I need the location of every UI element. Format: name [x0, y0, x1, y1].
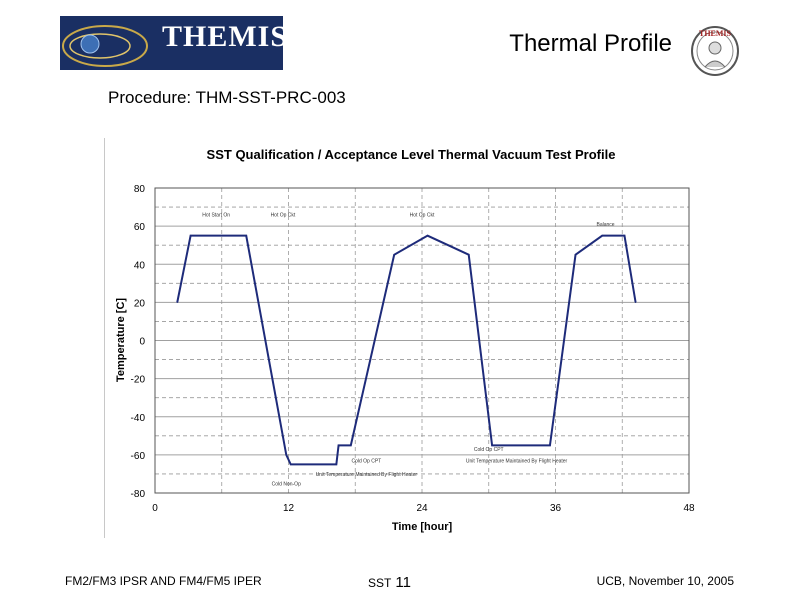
- data-point: [635, 301, 637, 303]
- y-tick-label: 60: [134, 222, 146, 233]
- data-point: [335, 463, 337, 466]
- annotation-label: Unit Temperature Maintained By Flight He…: [466, 459, 568, 465]
- annotation-label: Hot Op Ckt: [271, 213, 296, 219]
- x-axis-label: Time [hour]: [392, 521, 453, 533]
- x-tick-label: 12: [283, 503, 295, 514]
- y-tick-label: -80: [131, 489, 146, 500]
- y-tick-label: 0: [139, 337, 145, 348]
- data-point: [601, 235, 603, 237]
- footer-left: FM2/FM3 IPSR AND FM4/FM5 IPER: [65, 574, 262, 588]
- annotation-label: Hot Op Ckt: [410, 213, 435, 219]
- procedure-label: Procedure: THM-SST-PRC-003: [108, 88, 346, 107]
- annotations: Hot Start On Hot Op Ckt Hot Op Ckt Balance C…: [202, 213, 615, 488]
- thermal-profile-chart: 80 60 40 20 0 -20 -40 -60 -80 0 12 24 36 48 Hot Start…: [104, 138, 695, 538]
- footer-right: UCB, November 10, 2005: [596, 574, 734, 588]
- y-tick-label: 40: [134, 260, 146, 271]
- annotation-label: Cold Op CPT: [352, 459, 382, 465]
- temperature-line: [176, 234, 637, 466]
- annotation-label: Cold Non-Op: [272, 481, 301, 487]
- annotation-label: Cold Op CPT: [474, 447, 504, 453]
- data-point: [623, 235, 626, 237]
- data-point: [176, 301, 178, 303]
- orbit-graphic: [62, 25, 148, 67]
- axes: 80 60 40 20 0 -20 -40 -60 -80 0 12 24 36 48: [131, 184, 695, 514]
- data-point: [337, 444, 340, 446]
- grid: [155, 187, 689, 494]
- page-number: 11: [395, 574, 411, 591]
- themis-seal-icon: THEMIS: [691, 26, 739, 76]
- plot-frame: [154, 187, 690, 494]
- y-tick-label: 20: [134, 298, 146, 309]
- annotation-label: Unit Temperature Maintained By Flight He…: [316, 472, 418, 478]
- themis-logo: THEMIS: [60, 16, 283, 70]
- data-point: [491, 444, 493, 446]
- annotation-label: Balance: [597, 222, 615, 228]
- x-tick-label: 0: [152, 503, 158, 514]
- data-point: [426, 235, 429, 237]
- data-point: [468, 254, 470, 256]
- data-point: [350, 444, 352, 446]
- footer-middle: SST 11: [368, 574, 411, 591]
- data-point: [574, 254, 577, 256]
- logo-text: THEMIS: [162, 20, 283, 53]
- x-tick-label: 24: [416, 503, 428, 514]
- data-point: [285, 454, 287, 456]
- data-point: [393, 254, 395, 256]
- data-point: [190, 235, 192, 237]
- y-axis-label: Temperature [C]: [115, 298, 127, 382]
- x-tick-label: 48: [683, 503, 695, 514]
- annotation-label: Hot Start On: [202, 213, 230, 219]
- slide-title: Thermal Profile: [509, 30, 672, 57]
- y-tick-label: -40: [131, 413, 146, 424]
- x-tick-label: 36: [550, 503, 562, 514]
- data-point: [549, 444, 551, 446]
- footer-label: SST: [368, 576, 392, 590]
- y-tick-label: 80: [134, 184, 146, 195]
- series: [176, 234, 637, 466]
- y-tick-label: -20: [131, 375, 146, 386]
- seal-text: THEMIS: [699, 29, 732, 38]
- data-point: [245, 235, 247, 237]
- y-tick-label: -60: [131, 451, 146, 462]
- data-point: [290, 463, 292, 466]
- chart-title: SST Qualification / Acceptance Level The…: [207, 147, 616, 162]
